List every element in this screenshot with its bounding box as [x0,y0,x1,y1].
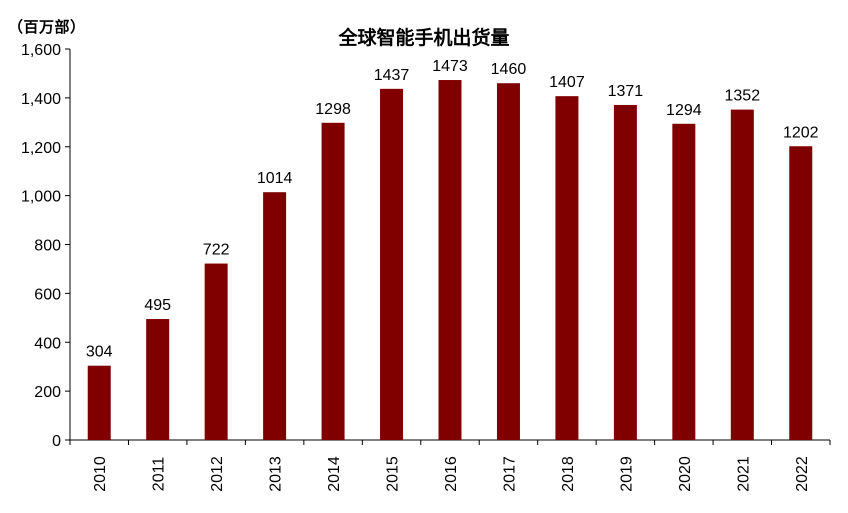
category-label-2016: 2016 [443,456,460,492]
category-label-2010: 2010 [92,456,109,492]
category-label-2017: 2017 [501,456,518,492]
value-label-2017: 1460 [491,61,527,78]
bar-2015 [380,88,404,440]
y-tick-label: 1,600 [21,42,61,59]
category-label-2013: 2013 [268,456,285,492]
value-label-2014: 1298 [315,101,351,118]
bar-2010 [87,365,111,440]
y-tick-label: 200 [34,384,61,401]
category-label-2020: 2020 [677,456,694,492]
bar-2013 [263,192,287,440]
category-label-2015: 2015 [385,456,402,492]
value-label-2022: 1202 [783,124,819,141]
bar-2016 [438,80,462,441]
value-label-2019: 1371 [608,83,644,100]
category-label-2011: 2011 [151,457,168,492]
value-label-2020: 1294 [666,102,702,119]
category-label-2018: 2018 [560,456,577,492]
value-label-2016: 1473 [432,58,468,75]
category-label-2022: 2022 [794,456,811,492]
y-tick-label: 1,200 [21,140,61,157]
chart-title: 全球智能手机出货量 [338,27,510,49]
bar-2022 [789,146,813,441]
y-tick-label: 1,400 [21,91,61,108]
bar-2018 [555,96,579,441]
value-label-2010: 304 [86,344,113,361]
y-tick-label: 800 [34,238,61,255]
y-tick-label: 400 [34,335,61,352]
value-label-2013: 1014 [257,170,293,187]
y-tick-label: 600 [34,286,61,303]
category-label-2021: 2021 [735,456,752,492]
bar-2011 [146,319,170,440]
category-label-2019: 2019 [618,456,635,492]
bar-2019 [613,104,637,440]
value-label-2021: 1352 [725,88,761,105]
category-label-2012: 2012 [209,456,226,492]
bar-2014 [321,122,345,441]
value-label-2011: 495 [144,297,171,314]
y-axis-unit-label: （百万部） [8,18,86,36]
y-tick-label: 0 [52,433,61,450]
bar-2017 [496,83,520,441]
y-tick-label: 1,000 [21,189,61,206]
category-label-2014: 2014 [326,456,343,492]
bar-2021 [730,109,754,440]
bar-2012 [204,263,228,440]
bar-2020 [672,123,696,440]
value-label-2015: 1437 [374,67,410,84]
value-label-2012: 722 [203,242,230,259]
value-label-2018: 1407 [549,74,585,91]
